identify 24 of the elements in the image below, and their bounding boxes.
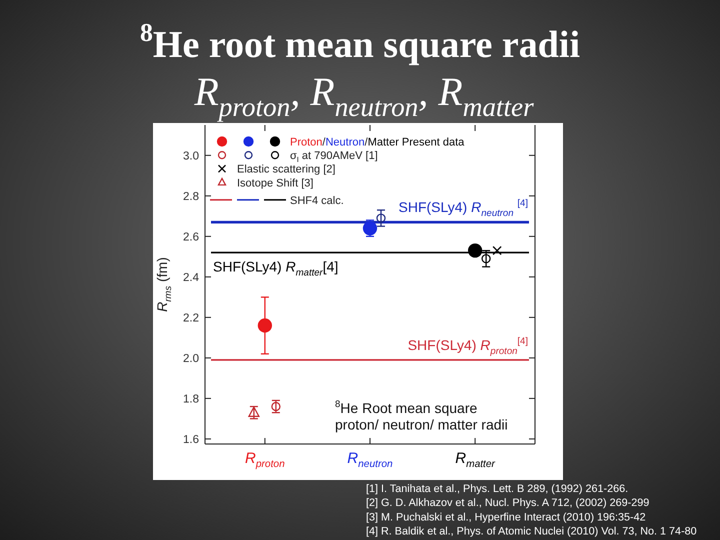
y-tick-label: 2.6	[183, 231, 199, 244]
x-tick-label: R$_{proton}$	[245, 450, 286, 470]
y-tick-label: 1.6	[183, 434, 199, 446]
y-tick-label: 2.8	[183, 190, 199, 203]
chart-title: $^{8}$He root mean square radii	[140, 18, 580, 66]
text: [2] G. D. Alkhazov et al., Nucl. Phys. A 712, (2002) 269-299	[366, 497, 650, 510]
y-tick-label: 2.0	[183, 352, 199, 365]
y-tick-label: 3.0	[183, 150, 199, 162]
y-tick-label: 2.4	[183, 272, 200, 284]
ref-line-label: SHF(SLy4) R$_{matter}$[4]	[213, 258, 338, 279]
annotation: SHF4 calc.	[290, 194, 344, 207]
legend-label: σ$_{I}$ at 790AMeV [1]	[290, 150, 378, 164]
y-tick-label: 1.8	[183, 393, 199, 406]
legend-label: Proton/Neutron/Matter Present data	[290, 136, 466, 148]
x-tick-label: R$_{matter}$	[455, 450, 496, 470]
text: [1] I. Tanihata et al., Phys. Lett. B 289, (1992) 261-266.	[366, 483, 628, 495]
text: [4] R. Baldik et al., Phys. of Atomic Nuclei (2010) Vol. 73, No. 1 74-80	[366, 526, 697, 538]
x-tick-label: R$_{neutron}$	[347, 450, 394, 470]
chart-subtitle: R$_{proton}$, R$_{neutron}$, R$_{matter}$	[193, 69, 534, 122]
annotation: $^{8}$He Root mean square proton/ neutron/ matter radii	[335, 399, 508, 432]
legend-label: Elastic scattering [2]	[237, 164, 336, 176]
text: [3] M. Puchalski et al., Hyperfine Interact (2010) 196:35-42	[366, 511, 646, 524]
y-tick-label: 2.2	[183, 312, 199, 324]
legend-label: Isotope Shift [3]	[237, 177, 314, 190]
